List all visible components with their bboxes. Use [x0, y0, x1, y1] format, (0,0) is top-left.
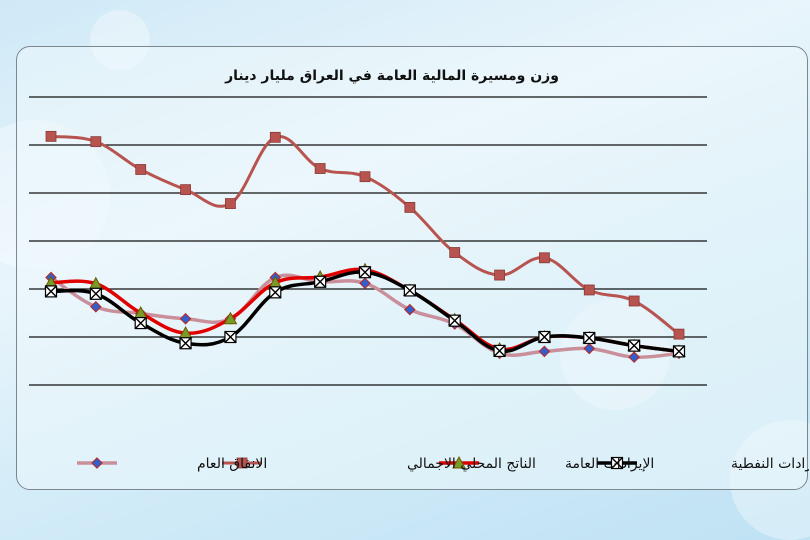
- line-chart: وزن ومسيرة المالية العامة في العراق مليا…: [29, 68, 809, 472]
- data-point-xbox: [448, 314, 461, 327]
- data-point-xbox: [314, 275, 327, 288]
- data-point-xbox: [583, 331, 596, 345]
- legend-item: الإيرادات النفطية: [597, 456, 809, 472]
- data-point-square: [404, 201, 416, 213]
- legend-label: الإيرادات العامة: [565, 456, 654, 472]
- data-point-xbox: [493, 344, 506, 358]
- data-point-xbox: [358, 266, 372, 279]
- legend-label: الانفاق العام: [197, 456, 267, 472]
- data-point-xbox: [628, 339, 641, 352]
- legend: الإيرادات النفطية الإيرادات العامة الناتج …: [77, 455, 809, 472]
- data-point-square: [449, 247, 461, 258]
- data-point-xbox: [224, 330, 237, 344]
- data-point-xbox: [672, 345, 686, 358]
- data-point-square: [90, 136, 102, 148]
- data-point-xbox: [179, 337, 192, 350]
- marker-cross: [583, 332, 595, 344]
- marker-cross: [135, 317, 147, 329]
- data-point-xbox: [610, 456, 624, 470]
- series-layer: [44, 130, 686, 364]
- data-point-diamond: [359, 277, 371, 290]
- legend-label: الناتج المحلي الاجمالي: [407, 456, 536, 472]
- data-point-diamond: [90, 300, 102, 313]
- data-point-triangle: [452, 455, 466, 469]
- marker-cross: [90, 288, 102, 300]
- data-point-xbox: [89, 287, 102, 300]
- data-point-xbox: [403, 284, 416, 297]
- legend-item: الناتج المحلي الاجمالي: [222, 456, 536, 472]
- data-point-square: [180, 184, 191, 196]
- series-3: [45, 130, 685, 340]
- marker-cross: [538, 331, 550, 343]
- data-point-xbox: [269, 286, 282, 299]
- marker-cross: [314, 276, 326, 288]
- marker-cross: [359, 266, 371, 278]
- marker-cross: [673, 345, 685, 357]
- data-point-square: [45, 130, 57, 142]
- legend-label: الإيرادات النفطية: [731, 456, 809, 472]
- marker-cross: [224, 331, 236, 343]
- data-point-diamond: [583, 342, 596, 355]
- data-point-square: [539, 252, 550, 264]
- marker-cross: [269, 286, 281, 298]
- marker-cross: [449, 315, 461, 327]
- data-point-square: [628, 295, 640, 307]
- data-point-diamond: [538, 345, 551, 358]
- data-point-square: [225, 198, 236, 209]
- data-point-xbox: [538, 330, 551, 344]
- data-point-square: [236, 457, 248, 469]
- marker-cross: [45, 285, 57, 297]
- chart-panel: وزن ومسيرة المالية العامة في العراق مليا…: [16, 46, 809, 490]
- chart-title: وزن ومسيرة المالية العامة في العراق مليا…: [224, 68, 559, 84]
- series-1: [44, 266, 686, 358]
- data-point-diamond: [179, 312, 192, 325]
- legend-item: الإيرادات العامة: [439, 455, 654, 472]
- data-point-square: [494, 269, 505, 281]
- data-point-diamond: [404, 303, 416, 316]
- data-point-square: [673, 328, 685, 340]
- data-point-diamond: [91, 457, 103, 469]
- legend-item: الانفاق العام: [77, 456, 267, 472]
- data-point-diamond: [628, 351, 640, 364]
- marker-cross: [180, 337, 192, 349]
- data-point-square: [135, 164, 147, 175]
- marker-cross: [404, 284, 416, 296]
- data-point-square: [583, 284, 595, 296]
- data-point-square: [359, 171, 371, 183]
- marker-cross: [494, 345, 506, 357]
- data-point-square: [314, 163, 326, 174]
- data-point-xbox: [44, 285, 58, 298]
- data-point-square: [269, 131, 281, 143]
- marker-cross: [628, 340, 640, 352]
- data-point-xbox: [134, 316, 147, 330]
- marker-cross: [611, 457, 623, 469]
- data-point-triangle: [223, 311, 238, 325]
